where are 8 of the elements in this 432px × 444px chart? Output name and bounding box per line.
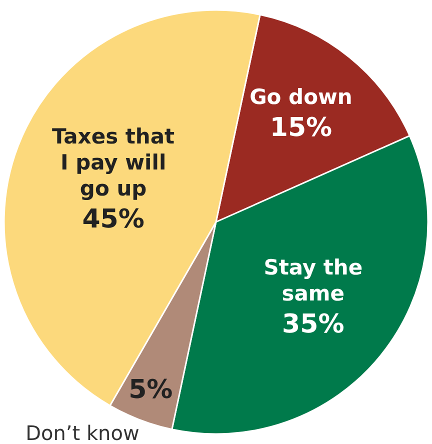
data-label: 15% (270, 113, 332, 144)
data-label: 45% (82, 204, 144, 235)
slice-label: Taxes that I pay will go up (52, 124, 175, 201)
data-label: 35% (282, 310, 344, 340)
slice-label: Go down (250, 85, 352, 110)
slice-label: Don’t know (26, 420, 140, 444)
slice-label: Stay the same (264, 256, 363, 306)
data-label: 5% (128, 375, 173, 406)
